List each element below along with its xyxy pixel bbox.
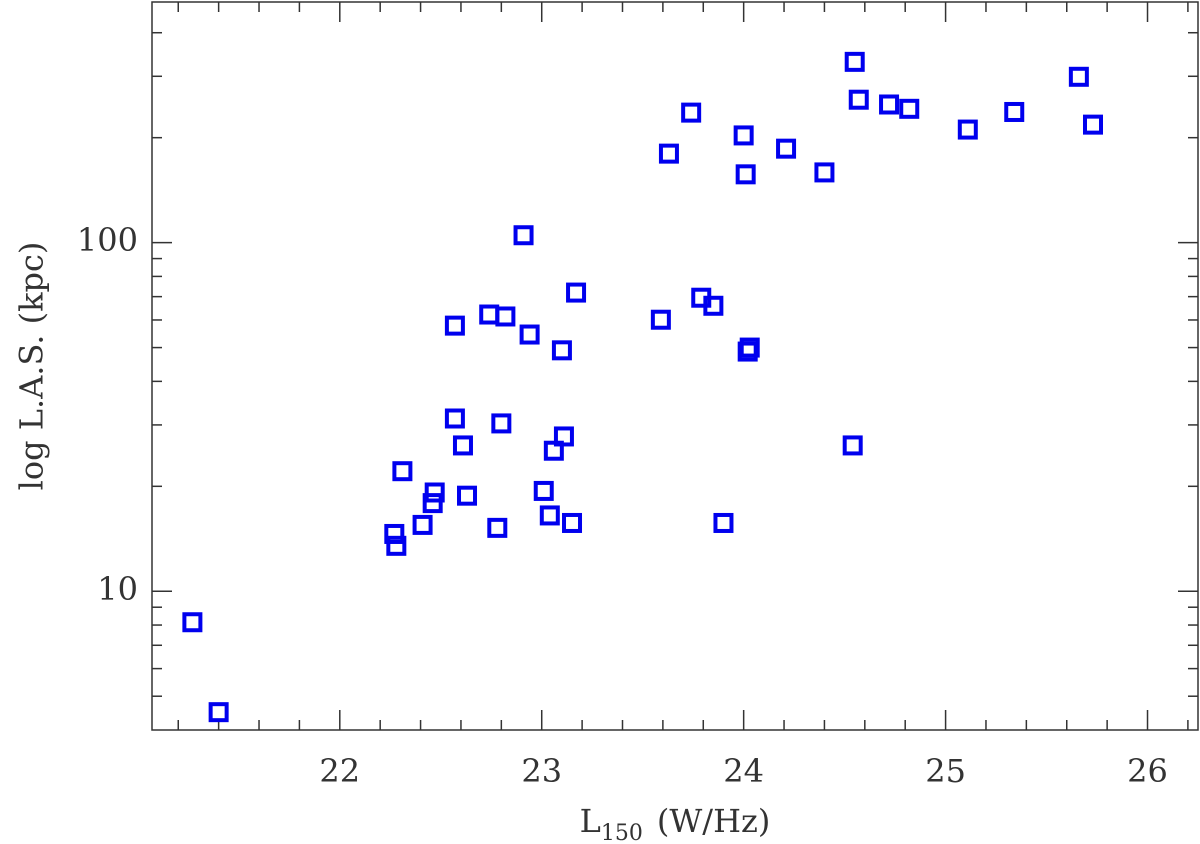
x-tick-label: 23 bbox=[521, 752, 562, 790]
point bbox=[879, 94, 900, 115]
x-tick-label: 22 bbox=[319, 752, 360, 790]
point bbox=[842, 435, 863, 456]
y-tick-label: 100 bbox=[77, 221, 138, 259]
point bbox=[681, 102, 702, 123]
point bbox=[1068, 66, 1089, 87]
point bbox=[487, 517, 508, 538]
point bbox=[424, 482, 445, 503]
point bbox=[1004, 101, 1025, 122]
point bbox=[733, 125, 754, 146]
point bbox=[814, 162, 835, 183]
point bbox=[737, 341, 758, 362]
point bbox=[543, 440, 564, 461]
point bbox=[658, 143, 679, 164]
y-tick-label: 10 bbox=[97, 570, 138, 608]
point bbox=[539, 505, 560, 526]
point bbox=[566, 282, 587, 303]
point bbox=[412, 514, 433, 535]
point bbox=[491, 413, 512, 434]
point bbox=[457, 485, 478, 506]
point bbox=[386, 535, 407, 556]
point bbox=[703, 295, 724, 316]
x-tick-label: 25 bbox=[925, 752, 966, 790]
point bbox=[495, 306, 516, 327]
x-tick-label: 26 bbox=[1127, 752, 1168, 790]
point bbox=[739, 337, 760, 358]
point bbox=[392, 461, 413, 482]
point bbox=[735, 164, 756, 185]
point bbox=[776, 138, 797, 159]
point bbox=[551, 340, 572, 361]
point bbox=[182, 612, 203, 633]
point bbox=[844, 51, 865, 72]
point bbox=[519, 324, 540, 345]
x-tick-label: 24 bbox=[723, 752, 764, 790]
point bbox=[1082, 114, 1103, 135]
x-axis-label-main: L bbox=[580, 802, 601, 840]
point bbox=[899, 98, 920, 119]
y-axis-label: log L.A.S. (kpc) bbox=[13, 242, 51, 491]
point bbox=[422, 493, 443, 514]
point bbox=[384, 523, 405, 544]
point bbox=[957, 119, 978, 140]
point bbox=[713, 512, 734, 533]
point bbox=[452, 435, 473, 456]
plot-frame bbox=[151, 1, 1199, 731]
point bbox=[444, 315, 465, 336]
x-axis-label: L150 (W/Hz) bbox=[580, 802, 771, 844]
point bbox=[479, 304, 500, 325]
x-axis-label-sub: 150 bbox=[601, 821, 643, 844]
point bbox=[533, 480, 554, 501]
point bbox=[650, 309, 671, 330]
point bbox=[562, 512, 583, 533]
point bbox=[208, 702, 229, 723]
point bbox=[553, 426, 574, 447]
point bbox=[444, 408, 465, 429]
x-axis-label-unit: (W/Hz) bbox=[657, 802, 770, 840]
point bbox=[848, 89, 869, 110]
point bbox=[513, 225, 534, 246]
